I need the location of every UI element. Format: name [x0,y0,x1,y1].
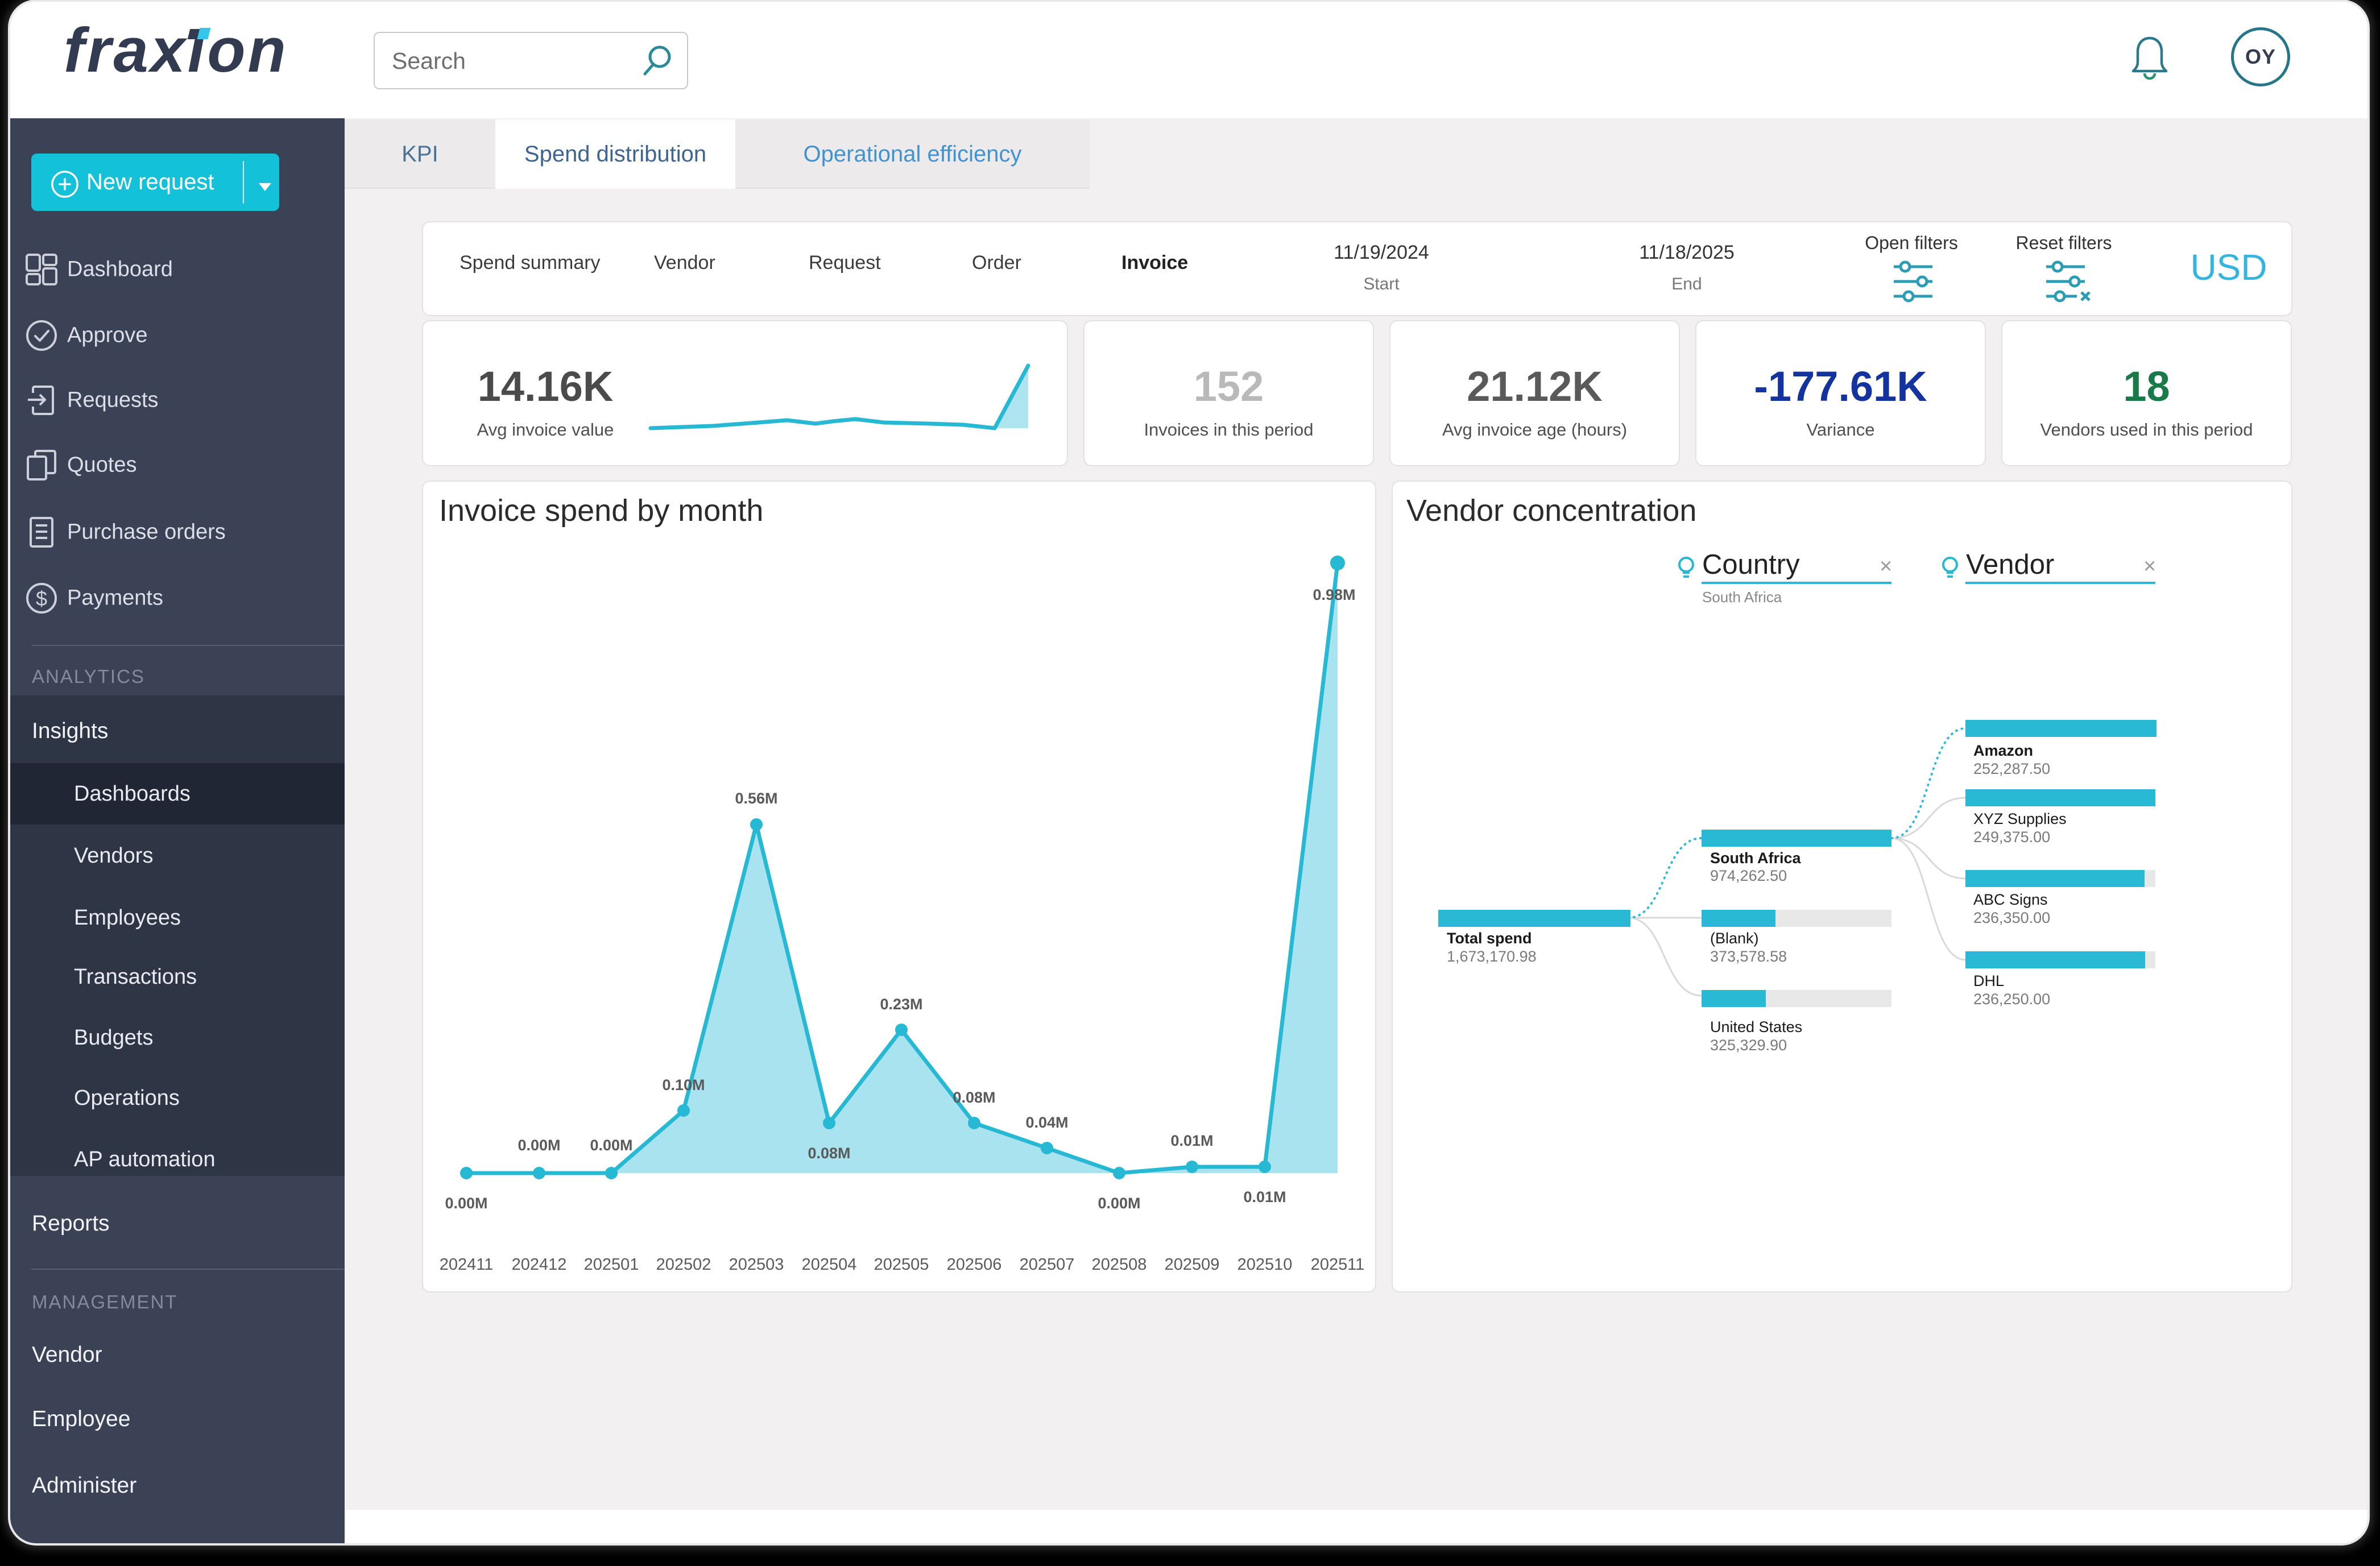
svg-text:$: $ [36,587,47,610]
